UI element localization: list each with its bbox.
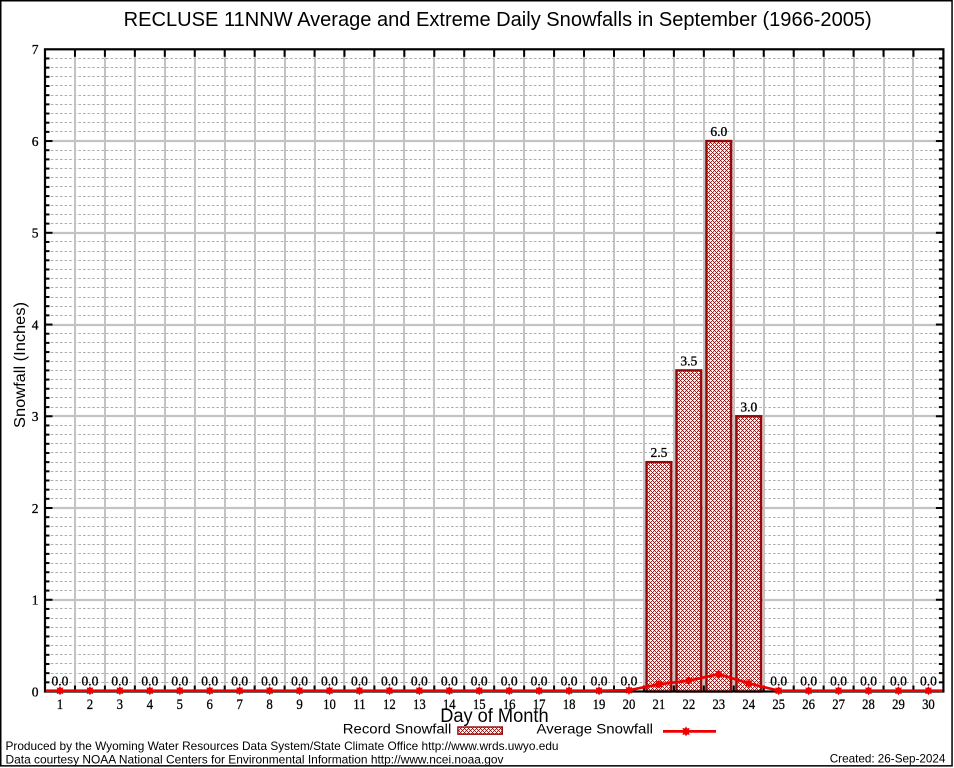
svg-text:0.0: 0.0 <box>141 673 158 688</box>
svg-text:0.0: 0.0 <box>920 673 937 688</box>
svg-text:0.0: 0.0 <box>591 673 608 688</box>
svg-text:0.0: 0.0 <box>561 673 578 688</box>
svg-text:Data courtesy NOAA National Ce: Data courtesy NOAA National Centers for … <box>6 752 504 766</box>
svg-text:0.0: 0.0 <box>321 673 338 688</box>
svg-text:Snowfall (Inches): Snowfall (Inches) <box>12 302 29 428</box>
svg-text:7: 7 <box>32 42 39 57</box>
svg-text:RECLUSE 11NNW Average and Extr: RECLUSE 11NNW Average and Extreme Daily … <box>124 9 872 31</box>
svg-text:30: 30 <box>922 697 935 713</box>
svg-text:0.0: 0.0 <box>171 673 188 688</box>
svg-text:0.0: 0.0 <box>441 673 458 688</box>
svg-text:Record Snowfall: Record Snowfall <box>343 721 452 737</box>
svg-text:Produced by the Wyoming Water: Produced by the Wyoming Water Resources … <box>6 739 559 753</box>
svg-text:3.0: 3.0 <box>740 399 757 414</box>
svg-text:25: 25 <box>772 697 785 713</box>
svg-text:0.0: 0.0 <box>201 673 218 688</box>
svg-text:0.0: 0.0 <box>890 673 907 688</box>
svg-text:0.0: 0.0 <box>261 673 278 688</box>
svg-text:16: 16 <box>503 697 516 713</box>
svg-text:11: 11 <box>353 697 366 713</box>
svg-text:0.0: 0.0 <box>860 673 877 688</box>
svg-text:7: 7 <box>236 697 243 713</box>
svg-text:0.0: 0.0 <box>411 673 428 688</box>
svg-text:3: 3 <box>117 697 123 713</box>
svg-text:0.0: 0.0 <box>621 673 638 688</box>
svg-text:10: 10 <box>323 697 336 713</box>
svg-text:0.0: 0.0 <box>351 673 368 688</box>
svg-text:6: 6 <box>32 134 39 149</box>
svg-text:15: 15 <box>473 697 486 713</box>
svg-text:8: 8 <box>266 697 272 713</box>
svg-text:2: 2 <box>87 697 93 713</box>
svg-text:2: 2 <box>32 501 39 516</box>
svg-text:21: 21 <box>653 697 666 713</box>
svg-text:22: 22 <box>683 697 696 713</box>
svg-text:0.0: 0.0 <box>501 673 518 688</box>
svg-text:24: 24 <box>742 697 755 713</box>
svg-text:Average Snowfall: Average Snowfall <box>537 721 654 737</box>
svg-text:9: 9 <box>296 697 302 713</box>
svg-text:0.0: 0.0 <box>52 673 69 688</box>
svg-text:1: 1 <box>57 697 63 713</box>
svg-text:0.0: 0.0 <box>111 673 128 688</box>
svg-text:3: 3 <box>32 409 39 424</box>
svg-text:0.0: 0.0 <box>800 673 817 688</box>
svg-text:Created: 26-Sep-2024: Created: 26-Sep-2024 <box>830 752 946 765</box>
svg-text:0.0: 0.0 <box>770 673 787 688</box>
svg-text:5: 5 <box>32 226 39 241</box>
svg-text:5: 5 <box>177 697 183 713</box>
svg-text:1: 1 <box>32 593 39 608</box>
svg-text:0.0: 0.0 <box>291 673 308 688</box>
svg-text:0: 0 <box>32 684 39 699</box>
svg-text:26: 26 <box>802 697 815 713</box>
svg-text:27: 27 <box>832 697 845 713</box>
svg-text:14: 14 <box>443 697 456 713</box>
svg-text:4: 4 <box>147 697 154 713</box>
svg-text:28: 28 <box>862 697 875 713</box>
svg-text:0.0: 0.0 <box>531 673 548 688</box>
svg-text:29: 29 <box>892 697 905 713</box>
svg-text:0.0: 0.0 <box>231 673 248 688</box>
svg-text:0.0: 0.0 <box>830 673 847 688</box>
svg-text:23: 23 <box>712 697 725 713</box>
svg-text:17: 17 <box>533 697 546 713</box>
svg-text:0.0: 0.0 <box>81 673 98 688</box>
svg-text:18: 18 <box>563 697 576 713</box>
svg-text:6: 6 <box>207 697 214 713</box>
svg-text:12: 12 <box>383 697 396 713</box>
svg-text:4: 4 <box>32 317 39 332</box>
svg-text:0.0: 0.0 <box>471 673 488 688</box>
svg-text:20: 20 <box>623 697 636 713</box>
svg-text:19: 19 <box>593 697 606 713</box>
svg-text:3.5: 3.5 <box>680 353 697 368</box>
svg-text:6.0: 6.0 <box>710 124 727 139</box>
svg-text:Day of Month: Day of Month <box>440 706 548 727</box>
svg-text:13: 13 <box>413 697 426 713</box>
svg-text:2.5: 2.5 <box>650 445 667 460</box>
svg-text:0.0: 0.0 <box>381 673 398 688</box>
